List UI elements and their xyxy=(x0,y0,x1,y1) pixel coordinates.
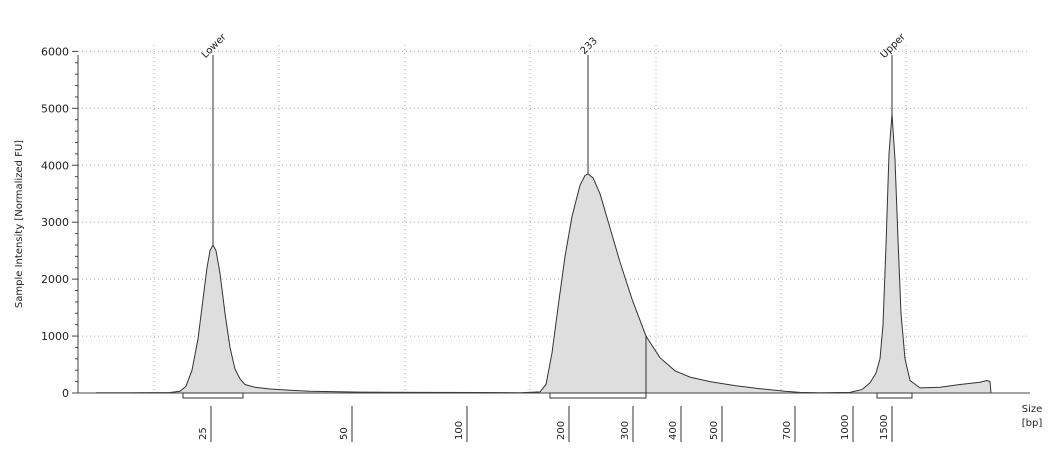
y-tick-label: 2000 xyxy=(41,273,69,286)
ladder-tick-label: 1000 xyxy=(840,415,851,440)
y-tick-label: 0 xyxy=(62,387,69,400)
peak-label: Lower xyxy=(200,31,230,61)
ladder-tick-label: 100 xyxy=(454,421,465,440)
trace-fill xyxy=(96,114,991,393)
peak-label: 233 xyxy=(579,36,600,57)
integration-region xyxy=(549,392,647,399)
y-tick-label: 4000 xyxy=(41,159,69,172)
trace-area xyxy=(96,113,992,394)
ladder-tick-label: 500 xyxy=(709,421,720,440)
y-tick-label: 1000 xyxy=(41,330,69,343)
y-tick-label: 3000 xyxy=(41,216,69,229)
x-axis-label-size: Size xyxy=(1022,404,1043,415)
integration-region xyxy=(876,392,913,399)
peak-markers: Lower 233 Upper xyxy=(200,31,909,245)
ladder-tick-label: 25 xyxy=(198,427,209,440)
x-axis-label-unit: [bp] xyxy=(1022,418,1043,429)
ladder-ticks: 25 50 100 200 300 400 500 700 1000 1500 xyxy=(198,406,893,442)
y-tick-label: 5000 xyxy=(41,102,69,115)
y-tick-label: 6000 xyxy=(41,45,69,58)
ladder-tick-label: 200 xyxy=(556,421,567,440)
y-axis-label: Sample Intensity [Normalized FU] xyxy=(14,140,25,308)
peak-label: Upper xyxy=(879,31,909,61)
integration-region xyxy=(182,392,244,399)
integration-regions xyxy=(182,392,913,399)
ladder-tick-label: 300 xyxy=(620,421,631,440)
trace-line xyxy=(96,113,992,394)
ladder-tick-label: 400 xyxy=(668,421,679,440)
ladder-tick-label: 50 xyxy=(339,427,350,440)
ladder-tick-label: 700 xyxy=(782,421,793,440)
ladder-tick-label: 1500 xyxy=(879,415,890,440)
